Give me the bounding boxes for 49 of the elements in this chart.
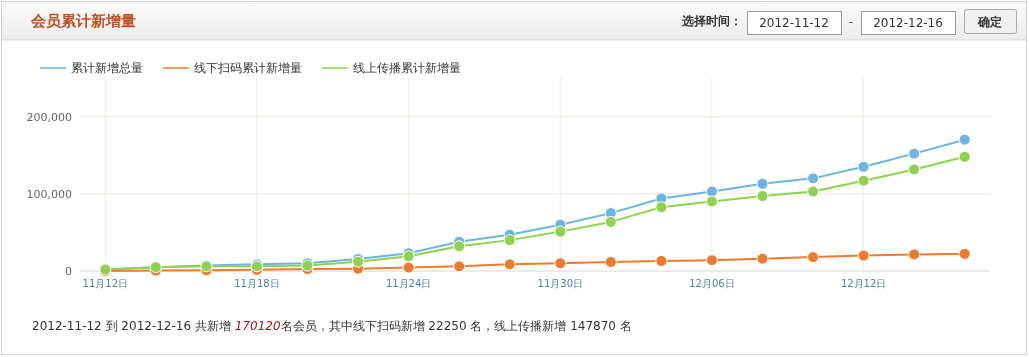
point — [756, 252, 769, 265]
point — [857, 174, 870, 187]
x-tick-label: 12月12日 — [840, 278, 887, 289]
point — [958, 150, 971, 163]
point — [756, 190, 769, 203]
point — [655, 254, 668, 267]
point — [756, 177, 769, 190]
text: 名会员，其中线下扫码新增 22250 名，线上传播新增 147870 名 — [280, 319, 632, 333]
x-tick-label: 12月06日 — [689, 278, 735, 289]
point — [807, 251, 820, 264]
point — [908, 248, 921, 261]
text: 2012-11-12 到 2012-12-16 共新增 — [32, 319, 235, 333]
text: 选择时间： — [681, 14, 742, 28]
text: 2012-12-16 — [873, 16, 943, 30]
y-tick-label: 200,000 — [26, 110, 72, 124]
chart-title: 会员累计新增量 — [30, 12, 136, 30]
point — [958, 133, 971, 146]
text: 2012-11-12 — [759, 16, 829, 30]
point — [705, 254, 718, 267]
point — [807, 185, 820, 198]
point — [503, 258, 516, 271]
point — [604, 215, 617, 228]
y-tick-label: 0 — [65, 265, 72, 278]
x-tick-label: 11月18日 — [234, 278, 280, 289]
point — [554, 257, 567, 270]
point — [503, 234, 516, 247]
x-tick-label: 11月24日 — [385, 278, 432, 289]
point — [402, 261, 415, 274]
text: 确定 — [977, 15, 1002, 29]
legend-label: 线下扫码累计新增量 — [194, 61, 302, 75]
point — [453, 240, 466, 253]
point — [604, 256, 617, 269]
text: - — [848, 15, 854, 29]
point — [908, 147, 921, 160]
point — [857, 160, 870, 173]
y-tick-label: 100,000 — [26, 187, 72, 201]
point — [958, 247, 971, 260]
point — [655, 201, 668, 214]
point — [705, 195, 718, 208]
point — [857, 249, 870, 262]
legend-label: 线上传播累计新增量 — [353, 61, 461, 75]
legend-label: 累计新增总量 — [71, 61, 143, 75]
text: 170120 — [234, 319, 281, 333]
point — [554, 225, 567, 238]
point — [807, 172, 820, 185]
point — [453, 260, 466, 273]
x-tick-label: 11月30日 — [537, 278, 583, 289]
point — [908, 163, 921, 176]
x-tick-label: 11月12日 — [82, 278, 128, 289]
